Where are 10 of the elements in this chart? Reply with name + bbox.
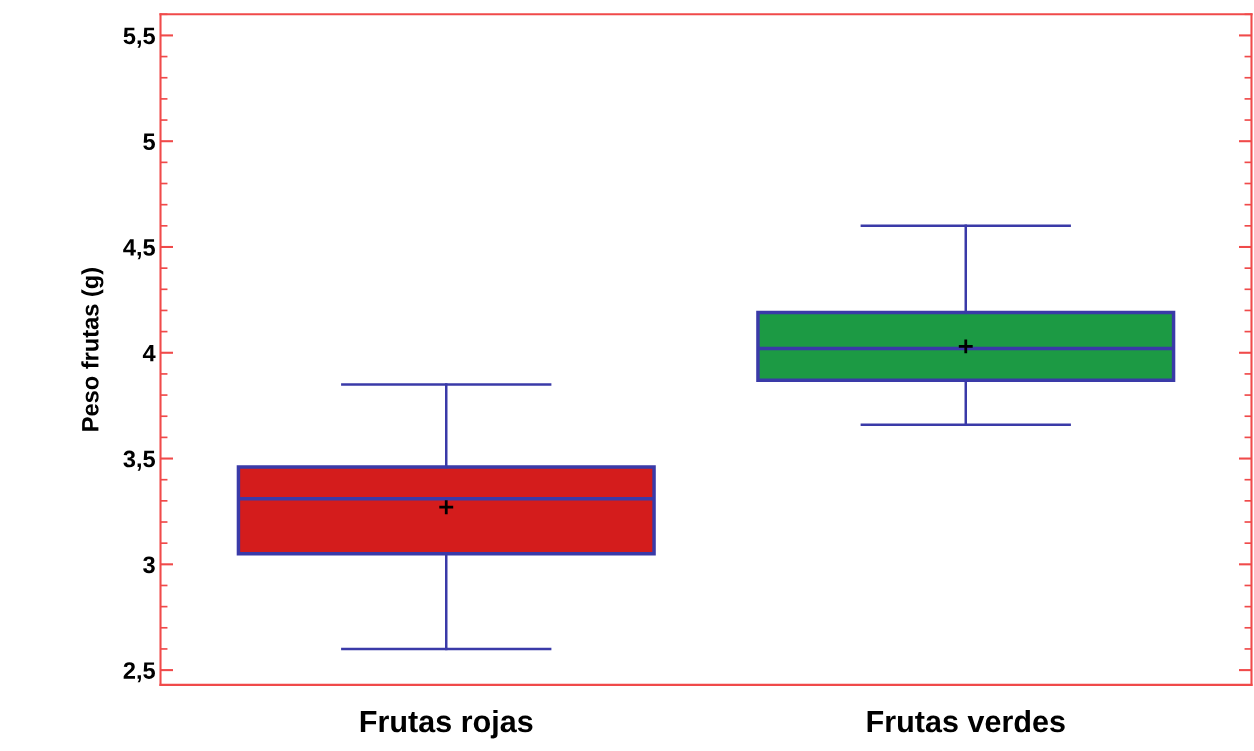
y-axis-title: Peso frutas (g) bbox=[81, 268, 104, 431]
x-tick-label: Frutas verdes bbox=[867, 709, 1065, 733]
y-tick-label: 3,5 bbox=[123, 450, 155, 471]
y-tick-label: 5 bbox=[143, 133, 155, 150]
y-tick-label: 3 bbox=[143, 556, 155, 574]
y-tick-label: 2,5 bbox=[123, 662, 155, 683]
y-tick-label: 4,5 bbox=[123, 239, 155, 260]
y-tick-label: 4 bbox=[142, 345, 156, 362]
y-tick-label: 5,5 bbox=[123, 27, 155, 48]
x-tick-label: Frutas rojas bbox=[360, 709, 533, 739]
